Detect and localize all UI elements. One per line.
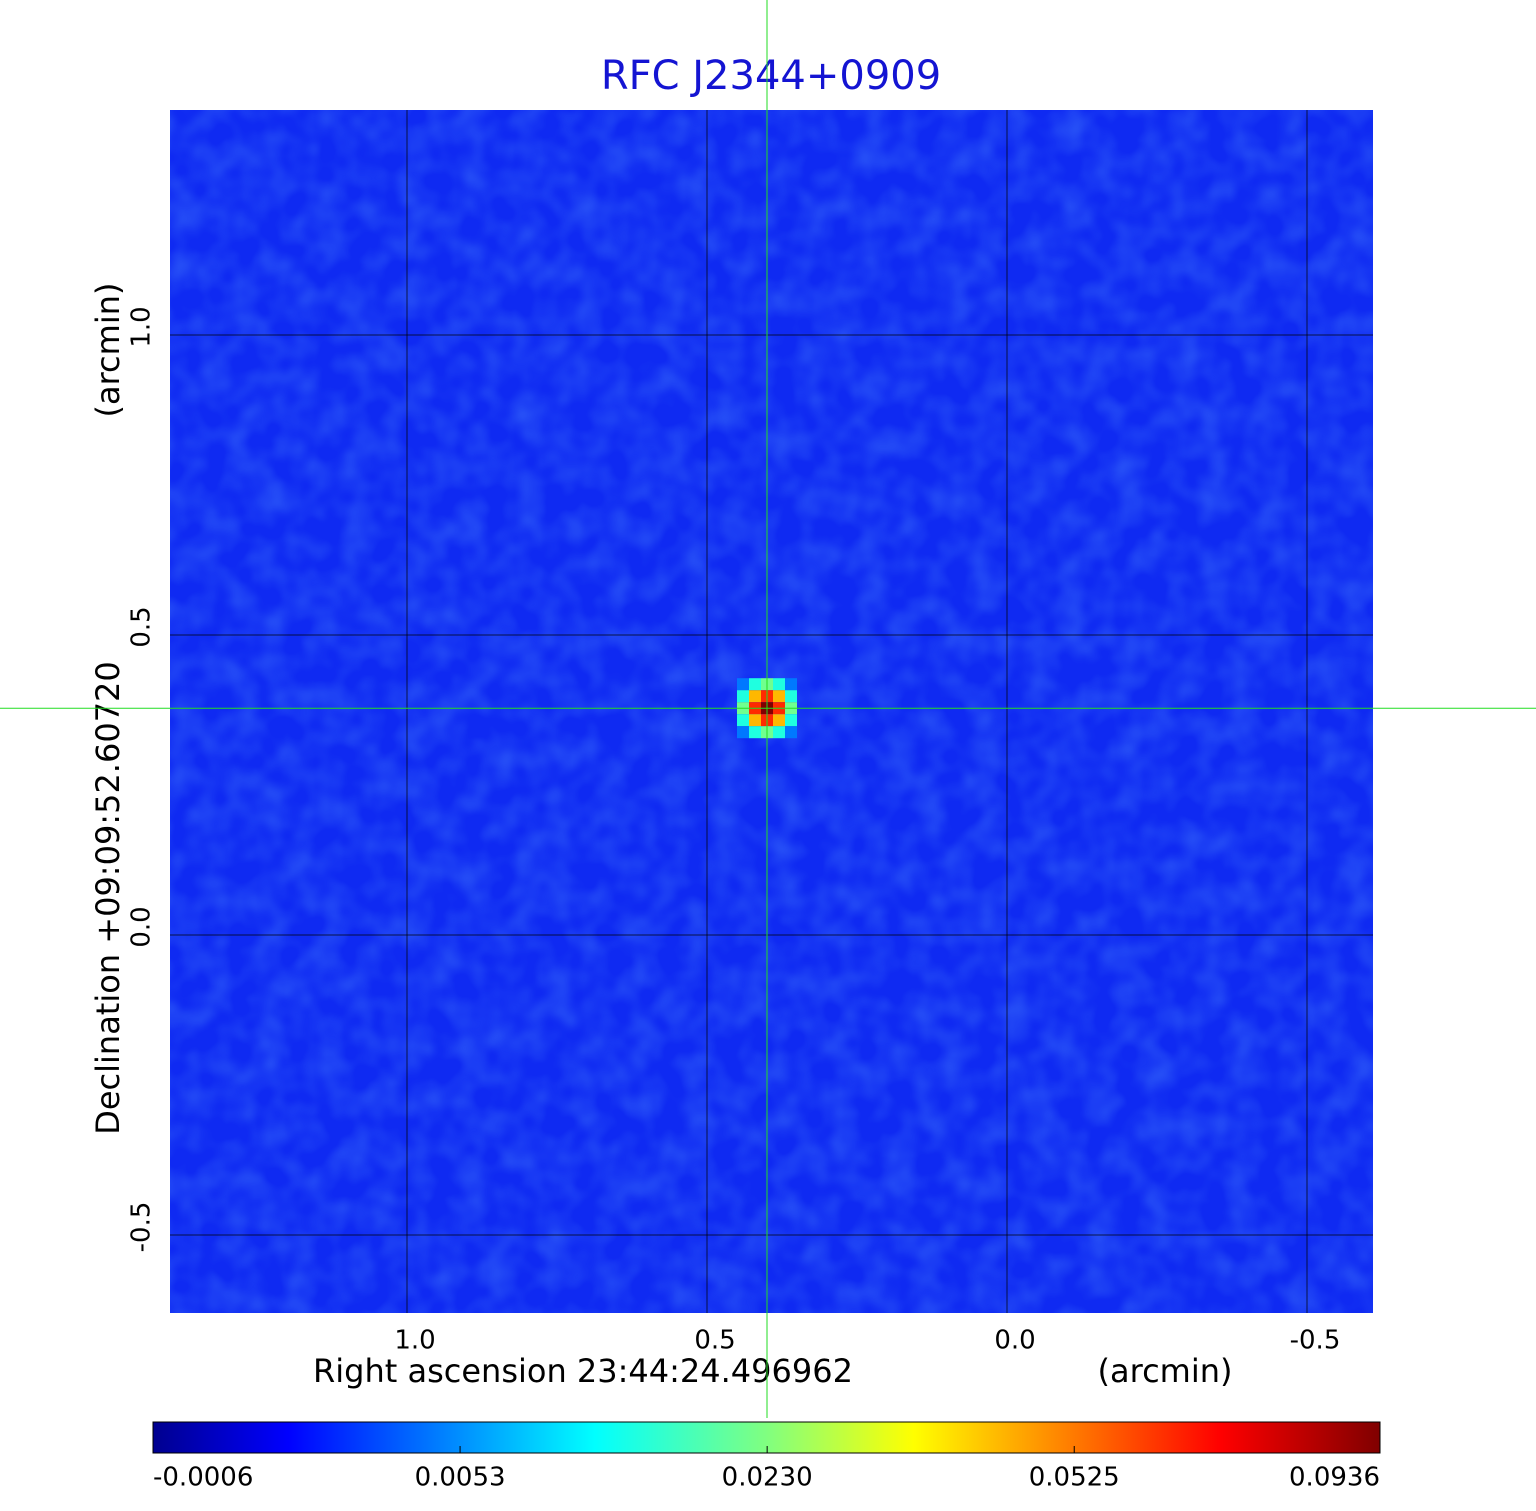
y-tick-label: -0.5 <box>127 1202 157 1253</box>
y-tick-label: 1.0 <box>127 306 157 347</box>
colorbar-tick-label: 0.0053 <box>415 1463 506 1493</box>
source-pixel <box>785 714 797 727</box>
source-pixel <box>785 678 797 691</box>
x-tick-label: 0.5 <box>694 1326 735 1356</box>
colorbar <box>152 1421 1381 1454</box>
source-pixel <box>737 678 749 691</box>
x-tick-label: 0.0 <box>994 1326 1035 1356</box>
colorbar-tick-label: -0.0006 <box>153 1463 253 1493</box>
y-tick-label: 0.0 <box>127 906 157 947</box>
source-pixel <box>737 690 749 703</box>
x-tick-label: -0.5 <box>1290 1326 1341 1356</box>
source-pixel <box>773 714 785 727</box>
source-pixel <box>737 726 749 739</box>
source-pixel <box>785 726 797 739</box>
source-pixel <box>785 690 797 703</box>
colorbar-tick-label: 0.0936 <box>1289 1463 1380 1493</box>
x-axis-label: Right ascension 23:44:24.496962 <box>313 1352 853 1390</box>
x-tick-label: 1.0 <box>394 1326 435 1356</box>
source-pixel <box>773 726 785 739</box>
colorbar-tick-label: 0.0230 <box>722 1463 813 1493</box>
x-axis-unit: (arcmin) <box>1098 1352 1233 1390</box>
source-pixel <box>749 690 761 703</box>
chart-title: RFC J2344+0909 <box>601 53 941 99</box>
source-pixel <box>749 726 761 739</box>
source-pixel <box>749 678 761 691</box>
source-pixel <box>773 690 785 703</box>
y-axis-unit: (arcmin) <box>89 283 127 418</box>
colorbar-tick-label: 0.0525 <box>1029 1463 1120 1493</box>
y-axis-label: Declination +09:09:52.60720 <box>89 661 127 1135</box>
source-pixel <box>737 714 749 727</box>
source-pixel <box>773 678 785 691</box>
y-tick-label: 0.5 <box>127 606 157 647</box>
source-pixel <box>749 714 761 727</box>
